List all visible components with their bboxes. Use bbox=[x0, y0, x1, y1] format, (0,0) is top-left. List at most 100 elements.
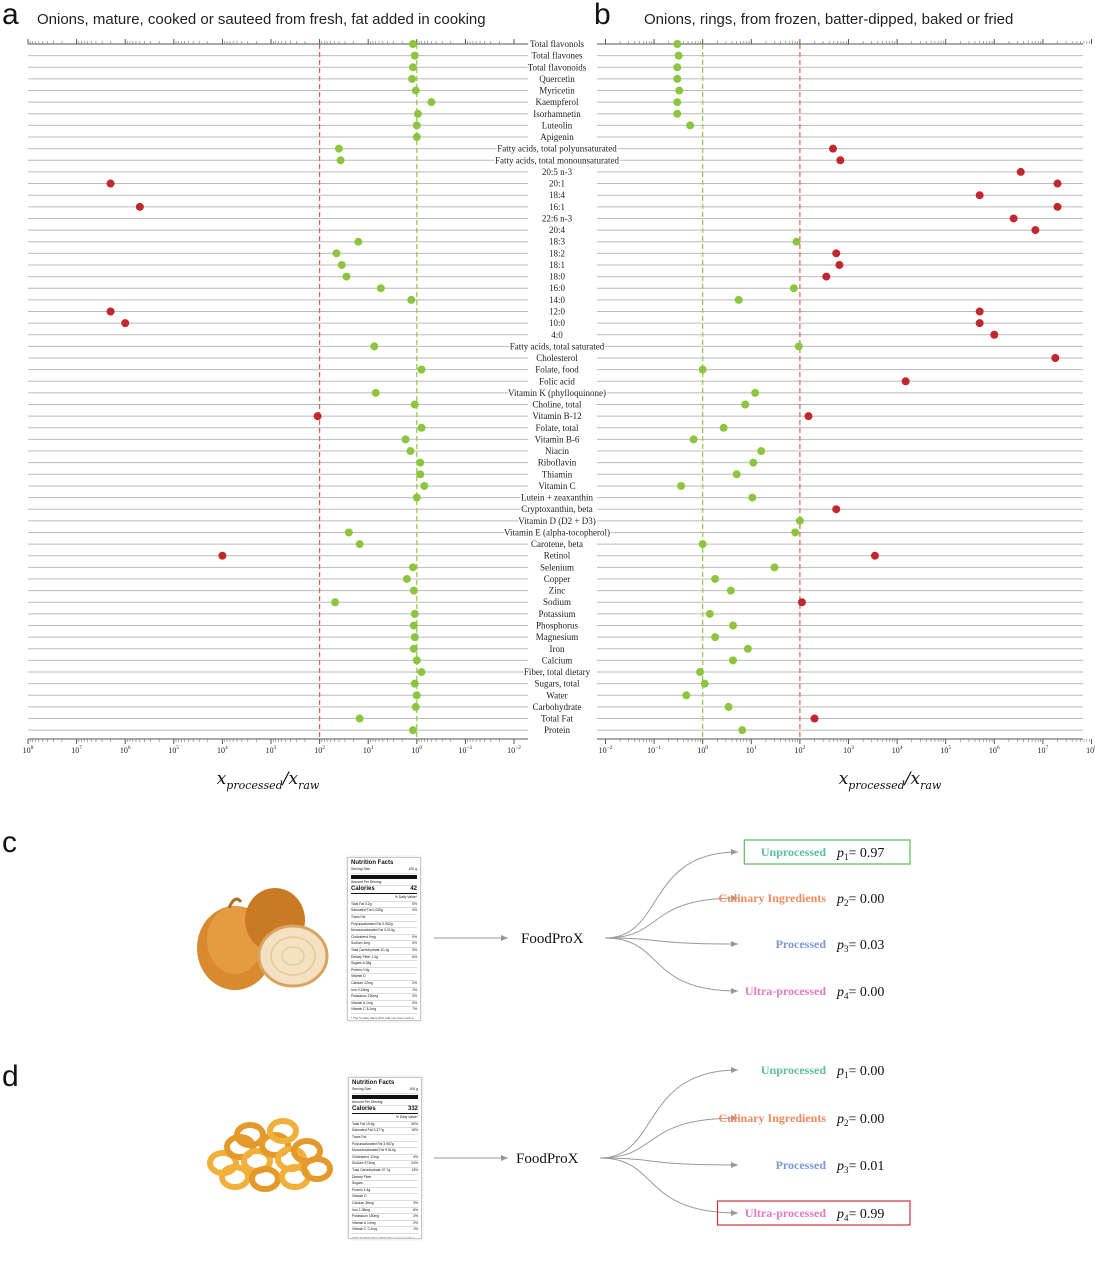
panel-b-point bbox=[700, 679, 709, 688]
nutrient-label: Choline, total bbox=[533, 400, 582, 410]
panel-a-point bbox=[410, 633, 419, 642]
panel-a-axis-title: xprocessed/xraw bbox=[217, 769, 320, 792]
panel-b-point bbox=[698, 365, 707, 374]
nutrient-label: Myricetin bbox=[539, 86, 575, 96]
amount-per-serving: Amount Per Serving bbox=[351, 880, 417, 887]
nutrient-label: Vitamin C bbox=[538, 481, 575, 491]
daily-value-footnote: * The % Daily Value (DV) tells you how m… bbox=[351, 1015, 416, 1020]
nutrient-row-name: Vitamin D bbox=[352, 1194, 367, 1199]
nutrient-label: Zinc bbox=[549, 586, 566, 596]
nutrient-row: Cholesterol 0mg 0% bbox=[351, 935, 417, 942]
nutrient-label: 12:0 bbox=[549, 306, 566, 316]
panel-b-point bbox=[724, 702, 733, 711]
nutrient-row: Vitamin C 0.1mg 1% bbox=[352, 1227, 418, 1234]
panel-b-tick-label: 104 bbox=[892, 745, 903, 755]
panel-b-point bbox=[686, 121, 695, 130]
panel-a-axis-title-part: raw bbox=[298, 779, 320, 792]
nutrient-row-name: Protein 4.4g bbox=[352, 1187, 371, 1192]
panel-a-tick-exponent: 1 bbox=[371, 745, 374, 751]
nutrient-row-name: Iron 0.19mg bbox=[351, 987, 370, 992]
panel-a-point bbox=[331, 598, 340, 607]
panel-b-axis-title: xprocessed/xraw bbox=[839, 769, 942, 792]
label-divider bbox=[351, 874, 417, 879]
nutrient-row-name: Vitamin A 14mg bbox=[352, 1220, 376, 1225]
serving-value: 100 g bbox=[409, 1087, 419, 1091]
panel-b-tick-label: 102 bbox=[795, 745, 806, 755]
panel-a-point bbox=[376, 284, 385, 293]
panel-b-point bbox=[770, 563, 779, 572]
nutrient-row-dv: 6% bbox=[412, 954, 417, 959]
panel-b-point bbox=[975, 307, 984, 316]
nutrient-row: Sugars 6.28g bbox=[351, 961, 417, 968]
nutrient-row: Saturated Fat 0.025g 0% bbox=[351, 908, 417, 915]
nutrient-row-name: Dietary Fiber bbox=[352, 1174, 372, 1179]
panel-b-tick-exponent: 4 bbox=[900, 745, 903, 751]
nutrient-row: Potassium 150mg 3% bbox=[352, 1214, 418, 1221]
panel-a-point bbox=[416, 458, 425, 467]
panel-c-prob-symbol: p bbox=[836, 846, 844, 861]
nutrient-label: Vitamin D (D2 + D3) bbox=[518, 516, 596, 526]
nutrient-label: Phosphorus bbox=[536, 621, 579, 631]
panel-b-tick-label: 103 bbox=[843, 745, 854, 755]
panel-d-prob-subscript: 3 bbox=[844, 1165, 849, 1175]
panel-a-tick-label: 105 bbox=[168, 745, 179, 755]
panel-d-prob-value: = 0.01 bbox=[849, 1159, 885, 1174]
panel-a-point bbox=[412, 691, 421, 700]
calories-value: 332 bbox=[407, 1106, 418, 1113]
panel-b-point bbox=[804, 412, 813, 421]
panel-a-point bbox=[420, 481, 429, 490]
nutrient-row-dv: 3% bbox=[412, 947, 417, 952]
nutrient-label: 4:0 bbox=[551, 330, 563, 340]
panel-a-point bbox=[412, 656, 421, 665]
panel-d-class-label: Processed bbox=[776, 1158, 827, 1172]
onion-rings-image-ring bbox=[249, 1166, 281, 1192]
nutrient-row-name: Iron 1.38mg bbox=[352, 1207, 371, 1212]
panel-b-point bbox=[726, 586, 735, 595]
nutrient-label: Potassium bbox=[538, 609, 575, 619]
panel-c-class-label: Processed bbox=[776, 937, 827, 951]
panel-b-point bbox=[1053, 179, 1062, 188]
nutrient-row-name: Vitamin C 8.1mg bbox=[351, 1007, 377, 1012]
panel-a-point bbox=[336, 156, 345, 165]
nutrient-row-name: Dietary Fiber 1.4g bbox=[351, 954, 378, 959]
panel-b-tick-label: 100 bbox=[697, 745, 708, 755]
panel-b-tick-exponent: 5 bbox=[948, 745, 951, 751]
nutrient-label: Magnesium bbox=[536, 632, 579, 642]
panel-a-tick-label: 100 bbox=[411, 745, 422, 755]
panel-b-tick-exponent: 1 bbox=[754, 745, 757, 751]
panel-b-point bbox=[732, 470, 741, 479]
serving-row: Serving Size 100 g bbox=[352, 1087, 418, 1094]
nutrient-row: Protein 4.4g bbox=[352, 1188, 418, 1195]
panel-c-prob-symbol: p bbox=[836, 892, 844, 907]
panel-c-prob-subscript: 4 bbox=[844, 991, 849, 1001]
nutrient-label: Apigenin bbox=[540, 132, 574, 142]
nutrient-row: Dietary Fiber bbox=[352, 1175, 418, 1182]
panel-a-point bbox=[354, 237, 363, 246]
panel-b-point bbox=[748, 493, 757, 502]
nutrient-row-name: Protein 0.9g bbox=[351, 967, 370, 972]
panel-b-tick-exponent: −2 bbox=[607, 745, 613, 751]
panel-b-point bbox=[711, 633, 720, 642]
panel-b-point bbox=[797, 598, 806, 607]
nutrient-row-name: Total Fat 0.2g bbox=[351, 901, 372, 906]
nutrient-label: Total flavonoids bbox=[528, 62, 587, 72]
panel-c-probability: p3= 0.03 bbox=[836, 938, 884, 954]
nutrient-row-dv: 3% bbox=[413, 1200, 418, 1205]
panel-a-axis-title-part: x bbox=[217, 769, 227, 789]
serving-value: 100 g bbox=[408, 867, 418, 871]
calories-label: Calories bbox=[352, 1106, 376, 1113]
panel-b-point bbox=[728, 656, 737, 665]
panel-a-point bbox=[408, 563, 417, 572]
nutrient-row-name: Trans Fat bbox=[352, 1134, 367, 1139]
panel-b-point bbox=[673, 74, 682, 83]
calories-label: Calories bbox=[351, 886, 375, 893]
nutrient-row-name: Saturated Fat 3.377g bbox=[352, 1128, 384, 1133]
panel-b-point bbox=[975, 191, 984, 200]
nutrient-row-name: Monounsaturated Fat 9.514g bbox=[352, 1148, 396, 1153]
nutrient-row-dv: 24% bbox=[411, 1161, 418, 1166]
nutrient-row-dv: 3% bbox=[412, 994, 417, 999]
nutrient-label: 20:5 n-3 bbox=[542, 167, 573, 177]
panel-d-probability: p1= 0.00 bbox=[836, 1064, 884, 1080]
panel-b-point bbox=[751, 388, 760, 397]
nutrient-row-dv: 0% bbox=[412, 1000, 417, 1005]
